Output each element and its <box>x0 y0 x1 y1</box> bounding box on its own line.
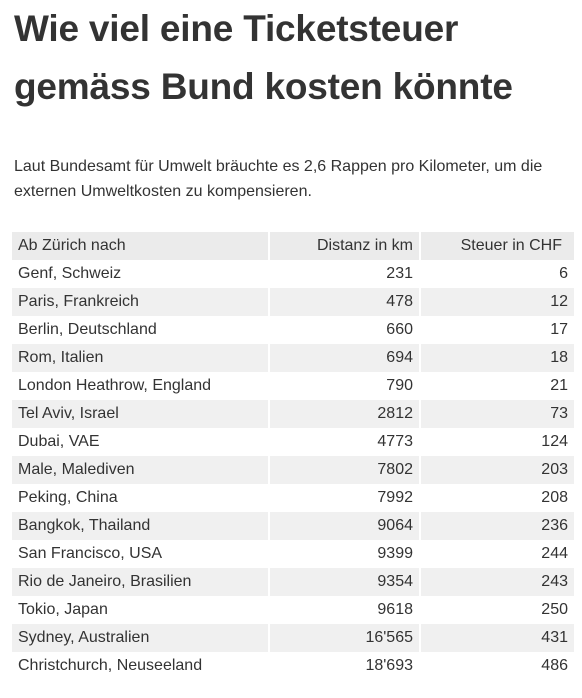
table-row: Dubai, VAE 4773 124 <box>12 428 574 456</box>
table-row: London Heathrow, England 790 21 <box>12 372 574 400</box>
table-row: San Francisco, USA 9399 244 <box>12 540 574 568</box>
distance-cell: 660 <box>270 316 421 344</box>
distance-cell: 7992 <box>270 484 421 512</box>
table-row: Paris, Frankreich 478 12 <box>12 288 574 316</box>
tax-cell: 208 <box>541 489 568 506</box>
distance-cell: 231 <box>270 260 421 288</box>
table-row: Bangkok, Thailand 9064 236 <box>12 512 574 540</box>
destination-cell: Tel Aviv, Israel <box>12 400 270 428</box>
distance-cell: 7802 <box>270 456 421 484</box>
table-row: Tokio, Japan 9618 250 <box>12 596 574 624</box>
destination-cell: Tokio, Japan <box>12 596 270 624</box>
tax-cell: 486 <box>541 657 568 674</box>
destination-cell: London Heathrow, England <box>12 372 270 400</box>
table-row: Sydney, Australien 16'565 431 <box>12 624 574 652</box>
subtitle: Laut Bundesamt für Umwelt bräuchte es 2,… <box>14 158 543 200</box>
table-row: Genf, Schweiz 231 6 <box>12 260 574 288</box>
tax-cell: 124 <box>541 433 568 450</box>
tax-cell: 203 <box>421 456 574 484</box>
distance-cell: 2812 <box>270 400 421 428</box>
table-row: Rom, Italien 694 18 <box>12 344 574 372</box>
table-row: Rio de Janeiro, Brasilien 9354 243 <box>12 568 574 596</box>
distance-cell: 478 <box>270 288 421 316</box>
tax-cell: 431 <box>421 624 574 652</box>
table-row: Male, Malediven 7802 203 <box>12 456 574 484</box>
distance-cell: 790 <box>270 372 421 400</box>
distance-cell: 9399 <box>270 540 421 568</box>
tax-cell: 243 <box>421 568 574 596</box>
destination-cell: Berlin, Deutschland <box>12 316 270 344</box>
destination-cell: Bangkok, Thailand <box>12 512 270 540</box>
distance-cell: 9618 <box>270 596 421 624</box>
distance-cell: 9064 <box>270 512 421 540</box>
page-title: Wie viel eine Ticketsteuer gemäss Bund k… <box>14 0 572 116</box>
destination-cell: Rom, Italien <box>12 344 270 372</box>
header-destination: Ab Zürich nach <box>12 232 270 260</box>
destination-cell: Paris, Frankreich <box>12 288 270 316</box>
destination-cell: Male, Malediven <box>12 456 270 484</box>
tax-cell: 6 <box>559 265 568 282</box>
header-tax: Steuer in CHF <box>421 232 574 260</box>
distance-cell: 9354 <box>270 568 421 596</box>
table-body: Genf, Schweiz 231 6 Paris, Frankreich 478 12 B… <box>12 260 574 680</box>
distance-cell: 18'693 <box>270 652 421 680</box>
destination-cell: Genf, Schweiz <box>12 260 270 288</box>
destination-cell: Rio de Janeiro, Brasilien <box>12 568 270 596</box>
title-line-1: Wie viel eine Ticketsteuer <box>14 8 459 49</box>
tax-cell: 236 <box>421 512 574 540</box>
distance-cell: 4773 <box>270 428 421 456</box>
tax-cell: 18 <box>421 344 574 372</box>
table-row: Peking, China 7992 208 <box>12 484 574 512</box>
tax-cell: 12 <box>421 288 574 316</box>
destination-cell: San Francisco, USA <box>12 540 270 568</box>
table-row: Berlin, Deutschland 660 17 <box>12 316 574 344</box>
destination-cell: Peking, China <box>12 484 270 512</box>
destination-cell: Sydney, Australien <box>12 624 270 652</box>
distance-cell: 16'565 <box>270 624 421 652</box>
ticket-tax-table: Ab Zürich nach Distanz in km Steuer in C… <box>12 232 574 680</box>
table-row: Christchurch, Neuseeland 18'693 486 <box>12 652 574 680</box>
tax-cell: 73 <box>421 400 574 428</box>
destination-cell: Christchurch, Neuseeland <box>12 652 270 680</box>
distance-cell: 694 <box>270 344 421 372</box>
destination-cell: Dubai, VAE <box>12 428 270 456</box>
tax-cell: 250 <box>541 601 568 618</box>
header-distance: Distanz in km <box>270 232 421 260</box>
table-header-row: Ab Zürich nach Distanz in km Steuer in C… <box>12 232 574 260</box>
table-row: Tel Aviv, Israel 2812 73 <box>12 400 574 428</box>
title-line-2: gemäss Bund kosten könnte <box>14 66 513 107</box>
tax-cell: 244 <box>541 545 568 562</box>
tax-cell: 17 <box>550 321 568 338</box>
tax-cell: 21 <box>550 377 568 394</box>
